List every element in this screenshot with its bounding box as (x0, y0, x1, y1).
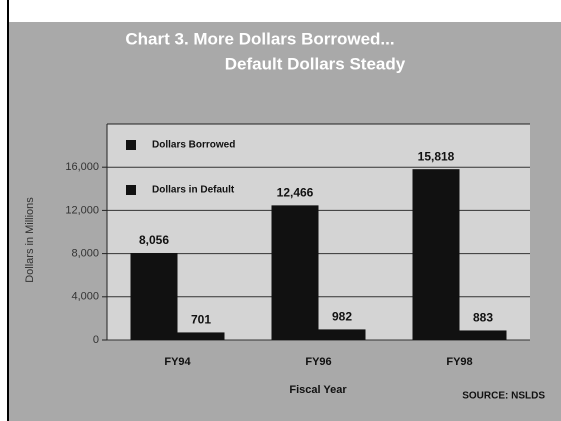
legend-label: Dollars in Default (152, 185, 235, 196)
bar (271, 205, 319, 340)
bar (130, 252, 178, 340)
chart-title: Chart 3. More Dollars Borrowed... (125, 29, 394, 48)
y-tick-label: 0 (93, 334, 99, 346)
data-label: 982 (332, 310, 352, 324)
x-tick-label: FY94 (164, 356, 191, 368)
data-label: 883 (473, 311, 493, 325)
data-label: 12,466 (277, 186, 314, 200)
x-tick-label: FY98 (446, 356, 472, 368)
data-label: 15,818 (418, 149, 455, 163)
y-tick-label: 12,000 (65, 204, 99, 216)
legend-swatch (126, 185, 136, 195)
bar (177, 332, 225, 340)
bar (318, 329, 366, 340)
y-tick-label: 4,000 (71, 291, 99, 303)
legend-swatch (126, 140, 136, 150)
data-label: 701 (191, 313, 211, 327)
data-label: 8,056 (139, 233, 169, 247)
legend-label: Dollars Borrowed (152, 140, 235, 151)
source: SOURCE: NSLDS (462, 391, 545, 402)
x-tick-label: FY96 (305, 356, 331, 368)
bar (459, 330, 507, 340)
x-axis-label: Fiscal Year (289, 384, 347, 396)
y-tick-label: 8,000 (71, 248, 99, 260)
chart-subtitle: Default Dollars Steady (225, 54, 406, 73)
y-axis-label: Dollars in Millions (24, 197, 36, 283)
y-tick-label: 16,000 (65, 161, 99, 173)
bar (412, 169, 460, 340)
